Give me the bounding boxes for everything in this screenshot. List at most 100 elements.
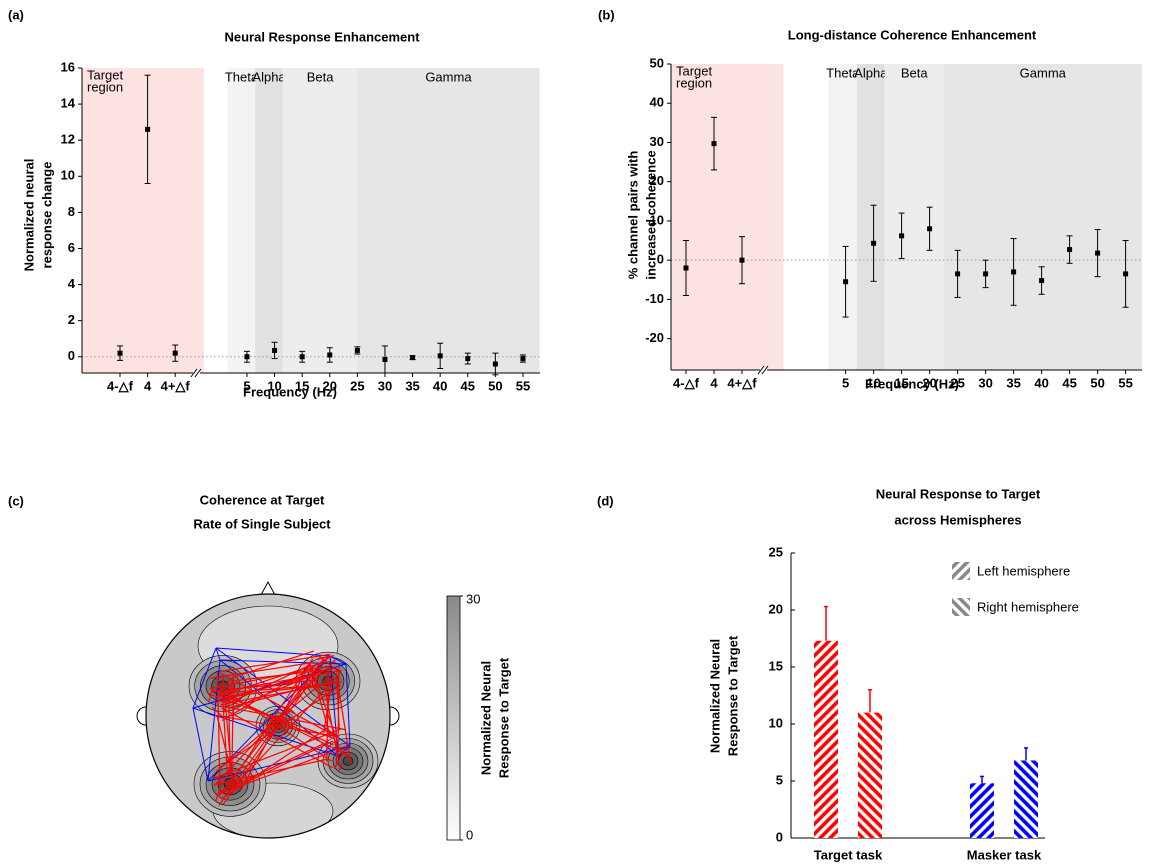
coherence-line [218, 658, 325, 806]
bar [858, 712, 882, 838]
x-tick-label: 20 [323, 378, 337, 393]
x-tick-label: 35 [405, 378, 419, 393]
y-tick-label: 40 [650, 95, 664, 110]
coherence-line [215, 661, 326, 698]
panel-label: (d) [597, 493, 614, 508]
chart-title: Neural Response Enhancement [224, 29, 420, 44]
coherence-line [210, 678, 320, 693]
axis-break-mark [194, 368, 202, 378]
coherence-line [337, 684, 352, 765]
band-label: Alpha [252, 69, 286, 84]
band-label: Theta [826, 65, 860, 80]
coherence-line [323, 675, 334, 734]
head-outline [145, 593, 391, 839]
band-label: Gamma [1020, 65, 1067, 80]
target-label: Target [676, 63, 713, 78]
data-point [410, 355, 416, 361]
data-point [1067, 247, 1073, 253]
data-point [1095, 250, 1101, 256]
y-tick-label: 0 [657, 252, 664, 267]
coherence-line [338, 763, 343, 771]
x-tick-label: 50 [1090, 375, 1104, 390]
data-point [683, 265, 689, 271]
x-tick-label: 15 [894, 375, 908, 390]
x-tick-label: Target task [814, 847, 883, 862]
data-point [739, 257, 745, 263]
y-tick-label: 10 [61, 168, 75, 183]
data-point [520, 356, 526, 362]
chart-title-1: across Hemispheres [894, 512, 1021, 527]
y-axis-label: response change [39, 162, 54, 269]
band [227, 68, 256, 373]
target-region [82, 68, 204, 373]
band [255, 68, 283, 373]
band [884, 64, 944, 370]
target-label: region [676, 75, 712, 90]
band-label: Theta [225, 69, 259, 84]
data-point [327, 352, 333, 358]
x-tick-label: 4 [144, 378, 152, 393]
legend-swatch [952, 562, 970, 580]
colorbar-label: Response to Target [496, 657, 511, 778]
x-axis-label: Frequency (Hz) [243, 384, 337, 399]
axis-break-mark [190, 368, 198, 378]
data-point [354, 347, 360, 353]
y-tick-label: 10 [769, 715, 783, 730]
x-tick-label: 4-△f [107, 378, 134, 393]
coherence-line [220, 727, 329, 800]
x-tick-label: 50 [488, 378, 502, 393]
axis-break-mark [757, 365, 765, 375]
y-tick-label: 0 [68, 348, 75, 363]
x-axis-label: Frequency (Hz) [865, 376, 959, 391]
coherence-line [220, 705, 347, 731]
y-tick-label: 2 [68, 312, 75, 327]
x-tick-label: 5 [842, 375, 849, 390]
coherence-line [213, 669, 324, 787]
coherence-line [220, 681, 342, 706]
coherence-line [192, 707, 209, 782]
coherence-line [222, 683, 327, 699]
y-tick-label: 50 [650, 55, 664, 70]
band [282, 68, 358, 373]
y-tick-label: 4 [68, 276, 76, 291]
y-axis-label: increased coherence [643, 150, 658, 279]
data-point [983, 271, 989, 277]
x-tick-label: 40 [433, 378, 447, 393]
colorbar-tick-label: 0 [466, 827, 473, 842]
y-tick-label: -10 [645, 291, 664, 306]
data-point [1011, 269, 1017, 275]
coherence-line [215, 647, 331, 657]
x-tick-label: 4-△f [673, 375, 700, 390]
y-axis-label: Normalized neural [21, 159, 36, 272]
y-tick-label: 12 [61, 132, 75, 147]
band-label: Alpha [854, 65, 888, 80]
x-tick-label: 4 [710, 375, 718, 390]
data-point [955, 271, 961, 277]
coherence-line [232, 668, 327, 709]
x-tick-label: 20 [922, 375, 936, 390]
data-point [437, 353, 443, 359]
x-tick-label: 5 [243, 378, 250, 393]
data-point [711, 141, 717, 147]
coherence-line [234, 698, 334, 746]
x-tick-label: 30 [378, 378, 392, 393]
band-label: Beta [901, 65, 929, 80]
band-label: Gamma [425, 69, 472, 84]
coherence-line [215, 647, 221, 661]
band [856, 64, 885, 370]
y-tick-label: 14 [61, 96, 76, 111]
coherence-line [219, 659, 339, 757]
coherence-line [213, 775, 218, 780]
x-tick-label: 4+△f [727, 375, 757, 390]
y-tick-label: 0 [776, 829, 783, 844]
x-tick-label: 10 [866, 375, 880, 390]
panel-label: (c) [8, 493, 24, 508]
data-point [843, 279, 849, 285]
coherence-line [329, 659, 336, 667]
legend-label: Left hemisphere [977, 563, 1070, 578]
colorbar-tick-label: 30 [466, 591, 480, 606]
y-tick-label: 20 [650, 173, 664, 188]
y-tick-label: 20 [769, 601, 783, 616]
y-tick-label: 6 [68, 240, 75, 255]
axis-break [760, 367, 767, 373]
